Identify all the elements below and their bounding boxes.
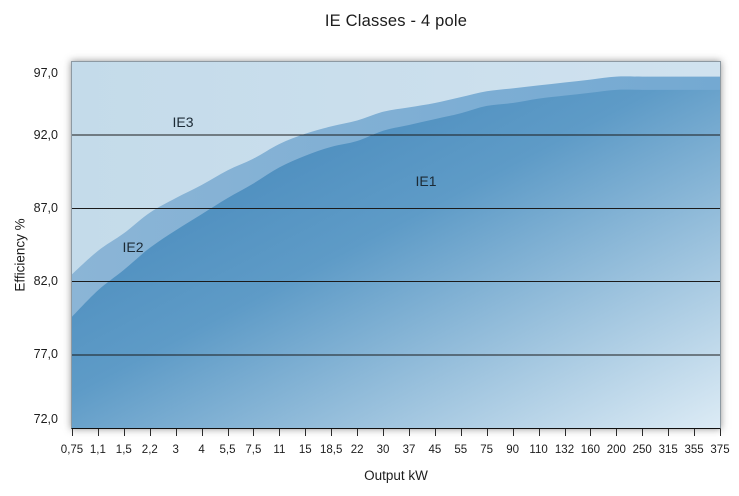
x-axis-tick-label: 55: [454, 444, 468, 456]
chart-title: IE Classes - 4 pole: [324, 12, 468, 30]
y-axis-tick-label: 92,0: [33, 127, 58, 142]
x-axis-tick: [564, 429, 566, 436]
x-axis-tick: [279, 429, 281, 436]
x-axis-tick: [97, 429, 99, 436]
x-axis-tick: [434, 429, 436, 436]
x-axis-tick-label: 7,5: [245, 444, 262, 456]
x-axis-tick: [123, 429, 125, 436]
x-axis-tick-label: 5,5: [219, 444, 236, 456]
y-axis-tick-label: 97,0: [33, 66, 58, 80]
x-axis-tick-label: 1,1: [89, 444, 106, 456]
x-axis-tick: [486, 429, 488, 436]
x-axis-tick-label: 1,5: [115, 444, 132, 456]
x-axis-tick-label: 3: [172, 444, 179, 456]
x-axis-tick-label: 315: [658, 444, 678, 456]
x-axis-tick: [720, 429, 721, 436]
x-axis-tick: [460, 429, 462, 436]
x-axis-tick: [201, 429, 203, 436]
x-axis-tick-label: 375: [710, 444, 730, 456]
x-axis-tick: [668, 429, 670, 436]
x-axis-tick-label: 18,5: [319, 444, 343, 456]
x-axis-tick-label: 30: [376, 444, 390, 456]
x-axis-tick-label: 200: [606, 444, 626, 456]
x-axis-tick: [149, 429, 151, 436]
x-axis-tick-label: 110: [529, 444, 548, 456]
x-axis-tick-label: 22: [350, 444, 364, 456]
y-axis-tick-label: 77,0: [33, 347, 58, 362]
x-axis-tick: [383, 429, 384, 436]
region-label-ie3: IE3: [172, 114, 194, 130]
y-axis-tick-label: 82,0: [33, 274, 58, 289]
x-axis-tick-label: 250: [632, 444, 652, 456]
y-axis-tick-label: 87,0: [33, 200, 58, 215]
x-axis-tick: [331, 429, 333, 436]
x-axis-tick: [72, 429, 73, 436]
area-chart-svg: [72, 62, 720, 428]
plot-area: [71, 61, 721, 429]
x-axis-tick-label: 0,75: [60, 444, 84, 456]
x-axis-tick: [175, 429, 177, 436]
x-axis-tick-label: 45: [428, 444, 442, 456]
x-axis-tick-label: 37: [402, 444, 416, 456]
x-axis-tick-label: 11: [273, 444, 286, 456]
x-axis-tick-label: 15: [298, 444, 312, 456]
x-axis-tick-label: 2,2: [141, 444, 158, 456]
x-axis-tick: [694, 429, 696, 436]
x-axis-tick: [616, 429, 618, 436]
x-axis-tick: [305, 429, 307, 436]
y-axis-tick-label: 72,0: [33, 411, 58, 426]
region-label-ie2: IE2: [122, 239, 144, 255]
x-axis-tick-label: 90: [506, 444, 519, 456]
x-axis-tick-label: 160: [580, 444, 600, 456]
x-axis-tick: [227, 429, 229, 436]
x-axis-tick: [538, 429, 540, 436]
x-axis-tick: [512, 429, 514, 436]
x-axis-tick-label: 355: [684, 444, 704, 456]
x-axis-tick-label: 132: [554, 444, 575, 456]
x-axis-title: Output kW: [364, 468, 428, 483]
x-axis-tick: [357, 429, 359, 436]
x-axis-tick: [409, 429, 410, 436]
x-axis-tick-label: 4: [198, 444, 205, 456]
x-axis-tick: [642, 429, 644, 436]
x-axis-tick: [253, 429, 255, 436]
ie1-region-area: [72, 89, 720, 428]
x-axis-tick-label: 75: [480, 444, 494, 456]
x-axis-tick: [590, 429, 592, 436]
region-label-ie1: IE1: [415, 173, 437, 189]
